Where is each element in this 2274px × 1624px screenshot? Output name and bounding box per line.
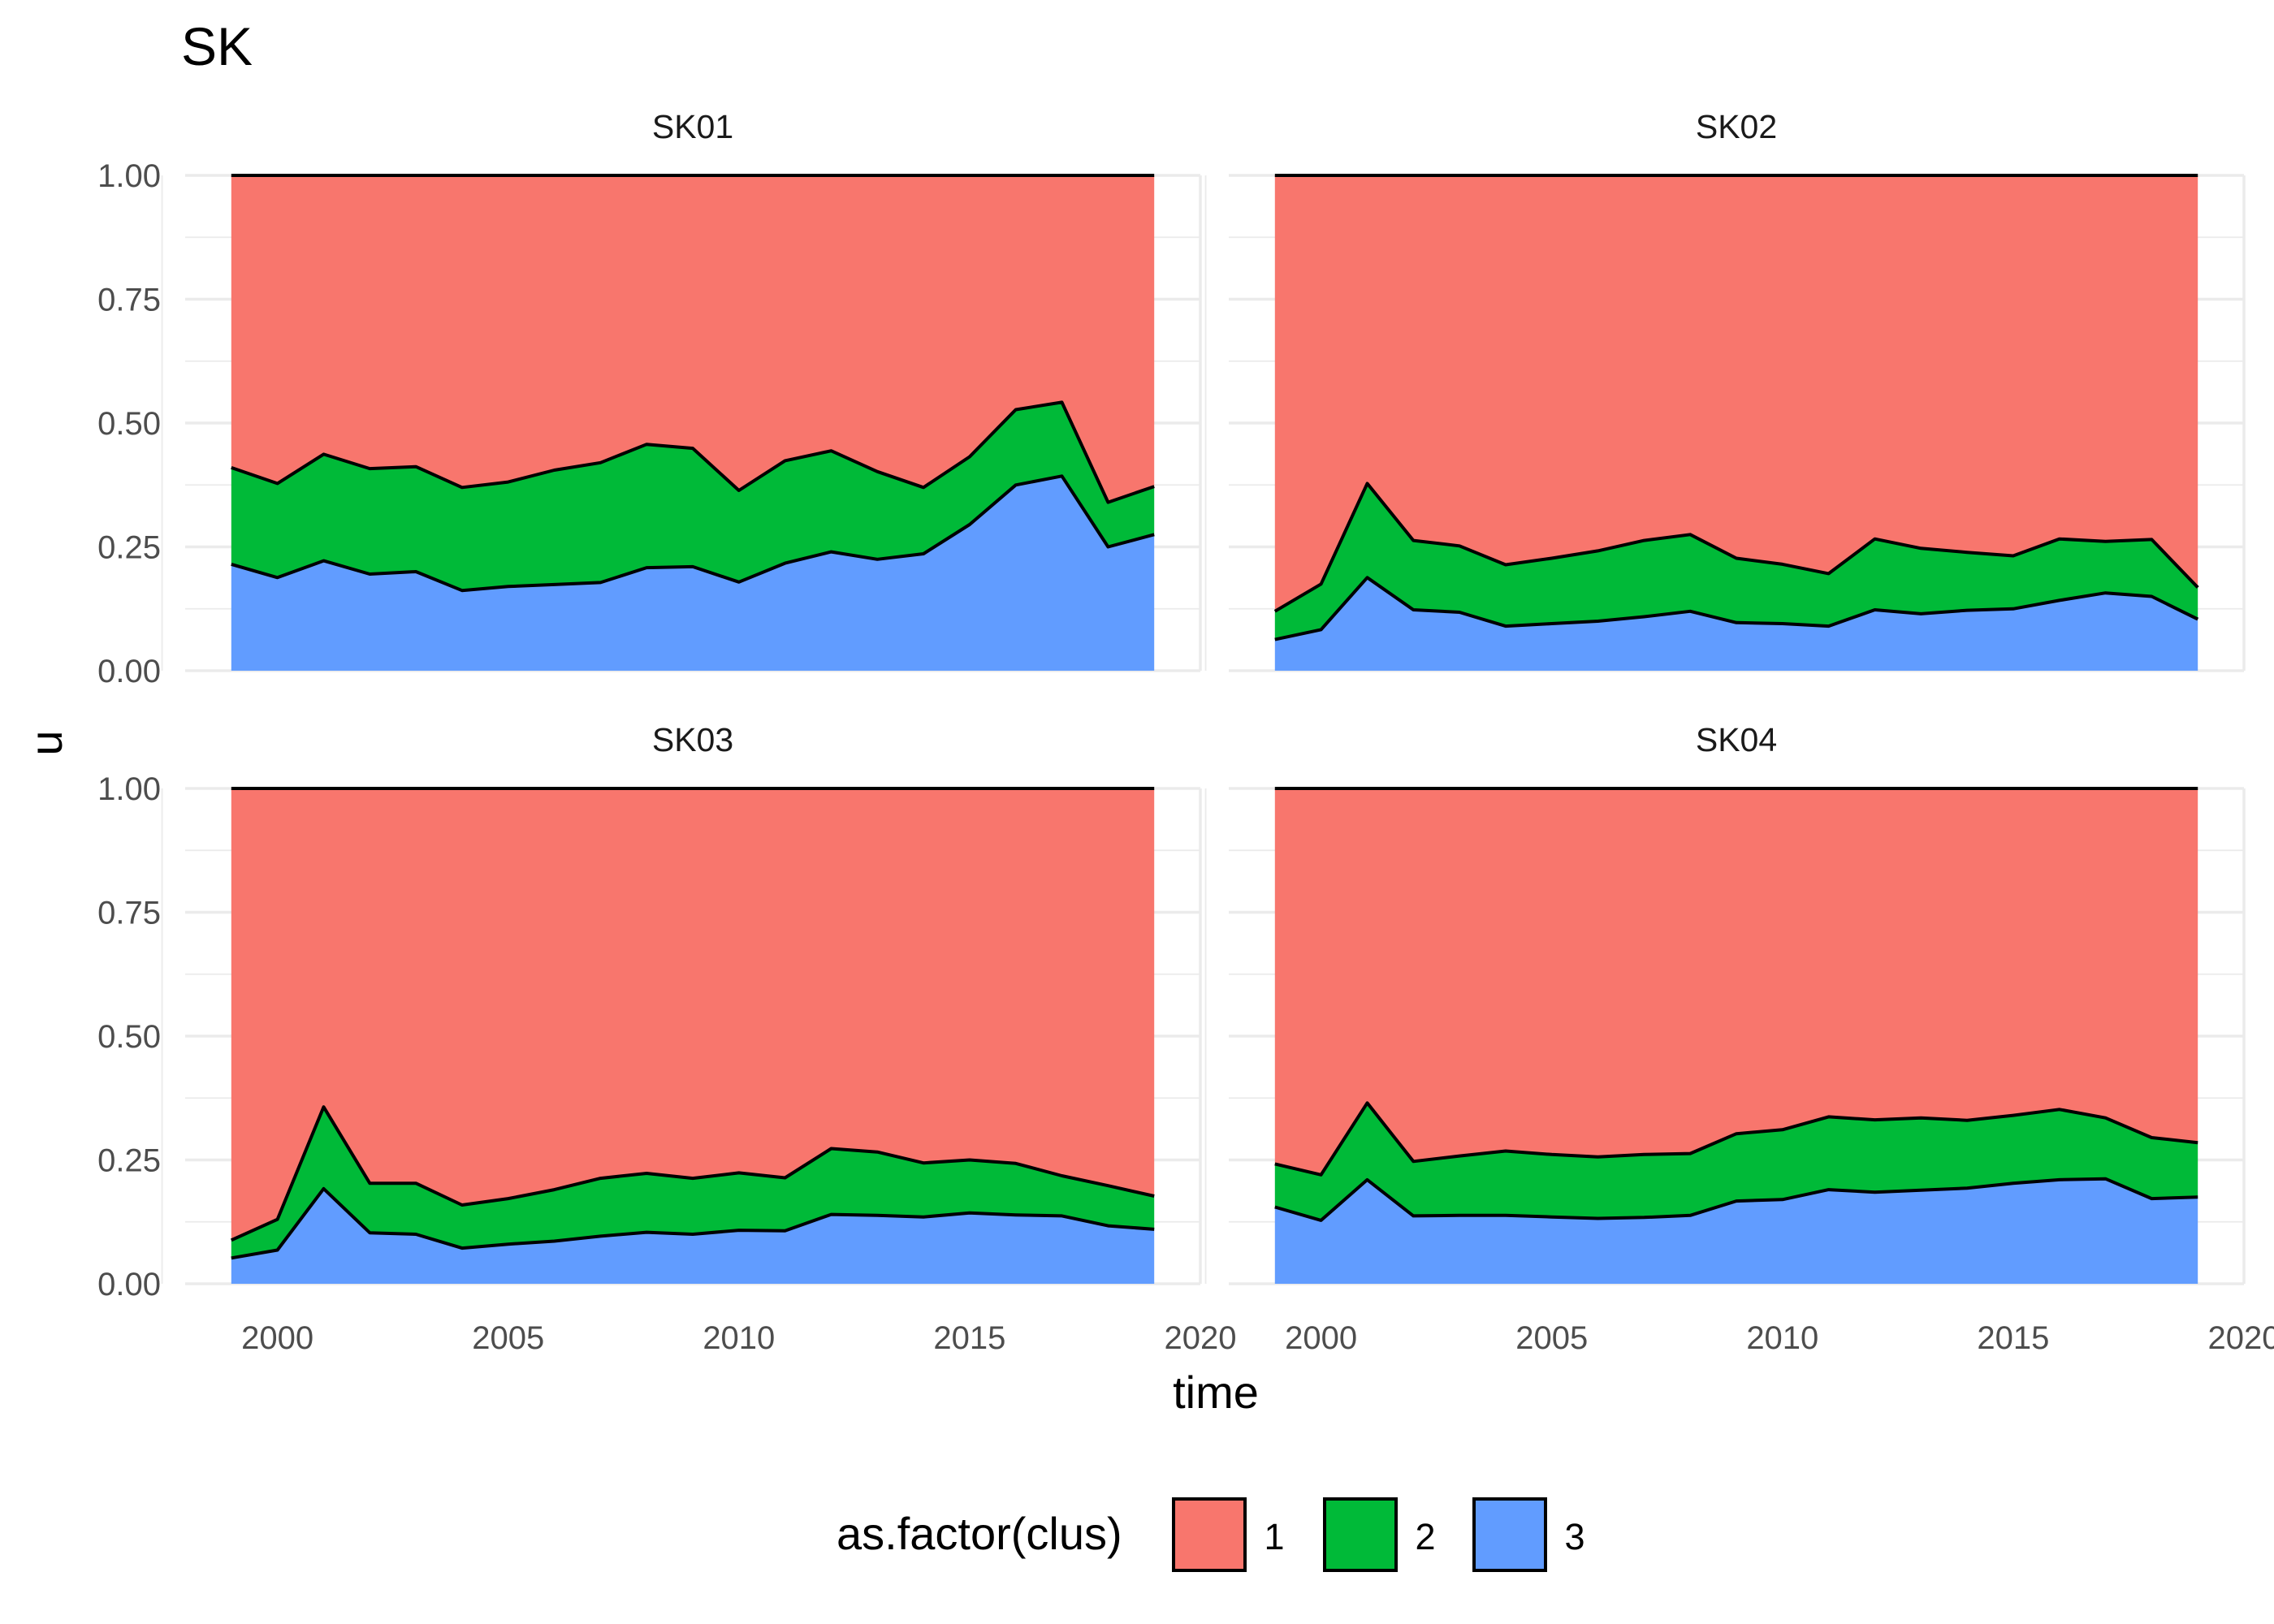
area-series-2	[1274, 483, 2198, 640]
panel-sk03: SK03 0.00 0.25 0.50 0.75 1.00 2000 2005 2010 2015…	[97, 721, 1236, 1356]
y-tick-label: 0.50	[97, 1019, 161, 1055]
y-tick-label: 0.50	[97, 406, 161, 442]
y-tick-label: 1.00	[97, 771, 161, 807]
y-tick-label: 0.75	[97, 283, 161, 318]
y-tick-label: 0.25	[97, 1143, 161, 1179]
y-axis-title: u	[20, 730, 71, 755]
x-tick-label: 2010	[703, 1320, 775, 1356]
area-series-1	[231, 788, 1155, 1241]
legend: as.factor(clus) 1 2 3	[837, 1497, 1585, 1572]
legend-label: 1	[1264, 1516, 1284, 1557]
area-series-1	[231, 175, 1155, 503]
x-tick-label: 2005	[472, 1320, 544, 1356]
legend-label: 2	[1415, 1516, 1435, 1557]
legend-items: 1 2 3	[1172, 1497, 1585, 1572]
legend-label: 3	[1564, 1516, 1584, 1557]
x-tick-label: 2010	[1746, 1320, 1818, 1356]
strip-label: SK04	[1696, 721, 1777, 758]
panel-sk02: SK02	[1204, 108, 2246, 672]
area-series-2	[231, 402, 1155, 591]
area-series-1	[1274, 788, 2198, 1175]
strip-label: SK03	[652, 721, 733, 758]
y-tick-label: 0.00	[97, 654, 161, 689]
area-series-2	[231, 1107, 1155, 1259]
area-series-3	[231, 476, 1155, 671]
x-axis-title: time	[1173, 1367, 1259, 1418]
area-series-3	[1274, 1178, 2198, 1284]
x-tick-label: 2000	[241, 1320, 313, 1356]
area-outline-3	[1274, 1177, 2198, 1222]
x-tick-label: 2015	[1977, 1320, 2049, 1356]
area-series-1	[1274, 175, 2198, 611]
x-tick-label: 2005	[1515, 1320, 1588, 1356]
area-outline-2	[231, 400, 1155, 504]
panel-sk01: SK01 0.00 0.25 0.50 0.75 1.00	[97, 108, 1202, 689]
legend-key-1	[1172, 1497, 1247, 1572]
facet-panels: SK01 0.00 0.25 0.50 0.75 1.00 SK02 SK03 0.00 0.25…	[97, 108, 2274, 1356]
area-outline-2	[230, 1105, 1155, 1242]
area-series-3	[231, 1188, 1155, 1284]
x-tick-label: 2000	[1285, 1320, 1357, 1356]
y-tick-label: 1.00	[97, 158, 161, 194]
x-tick-label: 2015	[933, 1320, 1005, 1356]
y-tick-label: 0.75	[97, 896, 161, 931]
y-tick-label: 0.00	[97, 1267, 161, 1302]
chart-title: SK	[181, 16, 253, 76]
area-series-2	[1274, 1103, 2198, 1220]
area-outline-3	[1274, 576, 2199, 641]
legend-key-3	[1472, 1497, 1547, 1572]
panel-sk04: SK04 2000 2005 2010 2015 2020	[1204, 721, 2274, 1356]
area-outline-3	[231, 474, 1155, 593]
area-outline-3	[231, 1186, 1155, 1260]
area-outline-2	[1273, 482, 2199, 613]
legend-key-2	[1323, 1497, 1398, 1572]
x-tick-label: 2020	[2208, 1320, 2274, 1356]
legend-title: as.factor(clus)	[837, 1508, 1122, 1559]
y-tick-label: 0.25	[97, 530, 161, 566]
x-tick-label: 2020	[1165, 1320, 1237, 1356]
area-outline-2	[1274, 1101, 2198, 1177]
strip-label: SK02	[1696, 108, 1777, 145]
strip-label: SK01	[652, 108, 733, 145]
